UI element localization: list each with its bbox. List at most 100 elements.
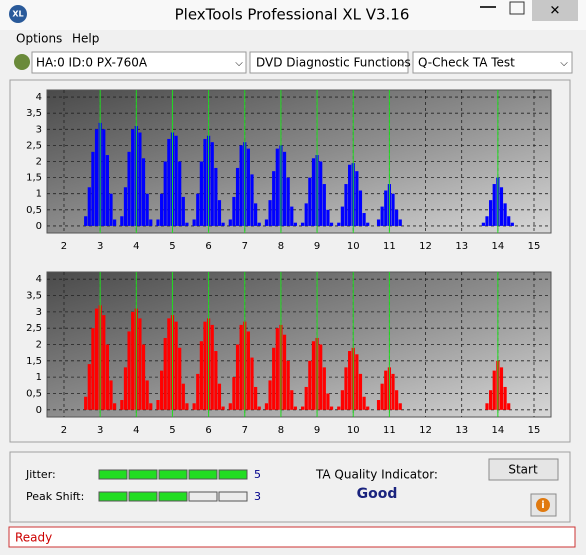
bar — [286, 177, 290, 226]
bar — [290, 206, 294, 226]
bar — [174, 321, 178, 410]
function-select[interactable] — [249, 51, 409, 74]
bar — [268, 380, 272, 410]
bar — [348, 351, 352, 410]
peak-shift-label: Peak Shift: — [26, 490, 84, 503]
y-tick-label: 4 — [36, 92, 42, 103]
indicator-segment — [158, 491, 188, 502]
bar — [141, 158, 146, 226]
bar — [481, 222, 485, 226]
bar — [391, 373, 395, 410]
bar — [232, 196, 236, 226]
start-button[interactable] — [488, 458, 559, 481]
bar — [485, 216, 489, 226]
indicators — [98, 469, 248, 502]
bar — [366, 406, 370, 410]
bar — [217, 383, 222, 410]
bar — [163, 161, 167, 226]
x-tick-label: 5 — [169, 425, 175, 436]
bar — [131, 311, 135, 410]
bar — [120, 216, 124, 226]
drive-select[interactable] — [31, 51, 247, 74]
bar — [329, 222, 334, 226]
bar — [308, 177, 312, 226]
bar — [366, 222, 370, 226]
bar — [362, 396, 366, 410]
x-tick-label: 8 — [278, 425, 284, 436]
x-tick-label: 8 — [278, 241, 284, 252]
ta-quality-label: TA Quality Indicator: — [315, 468, 438, 482]
bar — [145, 193, 149, 226]
bar — [250, 357, 254, 410]
menu-item[interactable]: Options — [16, 32, 62, 46]
bar — [355, 171, 359, 226]
bar — [210, 142, 214, 226]
indicator-segment — [188, 469, 218, 480]
bar — [337, 222, 341, 226]
bar — [395, 390, 399, 410]
app-icon — [9, 5, 27, 23]
bar — [156, 219, 160, 226]
y-tick-label: 3 — [36, 307, 42, 318]
bar — [94, 308, 99, 410]
x-tick-label: 4 — [133, 241, 139, 252]
bar — [293, 406, 297, 410]
indicator-segment — [128, 491, 158, 502]
close-button[interactable] — [532, 0, 578, 21]
minimize-button[interactable] — [480, 6, 496, 8]
x-tick-label: 10 — [347, 425, 360, 436]
x-tick-label: 13 — [455, 241, 468, 252]
bar — [322, 184, 326, 226]
x-tick-label: 7 — [242, 241, 248, 252]
bar — [192, 403, 196, 410]
jitter-value: 5 — [254, 468, 261, 481]
bar — [141, 344, 146, 410]
bar — [203, 321, 207, 410]
bar — [221, 406, 225, 410]
bar — [113, 219, 117, 226]
x-tick-label: 5 — [169, 241, 175, 252]
x-tick-label: 6 — [205, 241, 211, 252]
x-tick-label: 2 — [61, 425, 67, 436]
x-tick-label: 14 — [491, 425, 504, 436]
bar — [84, 396, 88, 410]
x-tick-label: 9 — [314, 425, 320, 436]
maximize-button[interactable] — [509, 1, 525, 15]
bar — [160, 193, 164, 226]
bar — [87, 187, 91, 226]
bar — [239, 324, 243, 410]
dropdown-arrow: ⌵ — [397, 58, 405, 69]
bar — [329, 406, 334, 410]
x-tick-label: 11 — [383, 241, 396, 252]
bar — [84, 216, 88, 226]
close-icon: ✕ — [550, 4, 561, 19]
bar — [246, 331, 250, 410]
menu-item[interactable]: Help — [72, 32, 99, 46]
bar — [127, 151, 131, 226]
test-select[interactable] — [412, 51, 573, 74]
bar — [257, 406, 261, 410]
bar — [290, 390, 294, 410]
bar — [380, 206, 384, 226]
bar — [87, 364, 91, 410]
bar — [384, 370, 388, 410]
y-tick-label: 3 — [36, 124, 42, 135]
ta-quality-value: Good — [357, 486, 398, 502]
peak-shift-value: 3 — [254, 490, 261, 503]
y-tick-label: 0 — [36, 405, 42, 416]
bar — [499, 367, 504, 410]
bar — [131, 129, 135, 226]
bar — [181, 196, 185, 226]
bar — [138, 132, 142, 226]
y-tick-label: 4 — [36, 274, 42, 285]
bar — [384, 190, 388, 226]
drive-select-text: HA:0 ID:0 PX-760A — [36, 56, 148, 70]
bar — [123, 187, 128, 226]
bar — [246, 148, 250, 226]
bar — [344, 367, 348, 410]
bar — [503, 386, 507, 410]
bar — [337, 406, 341, 410]
bar — [376, 219, 381, 226]
y-tick-label: 2,5 — [26, 140, 42, 151]
